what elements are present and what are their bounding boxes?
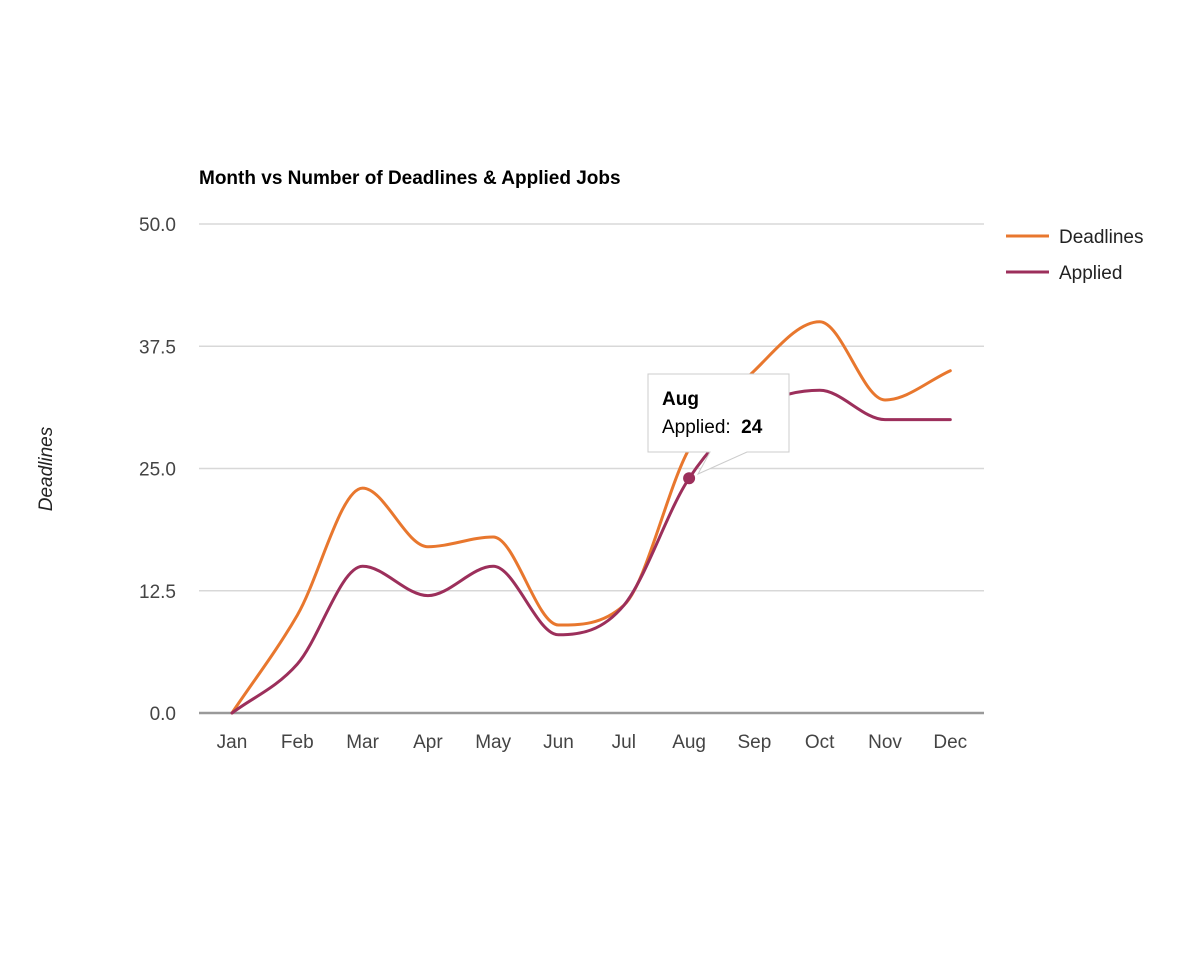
x-tick-label: Mar	[346, 732, 379, 753]
x-tick-label: Apr	[413, 732, 443, 753]
tooltip-value: 24	[741, 417, 763, 438]
legend-label-deadlines[interactable]: Deadlines	[1059, 227, 1144, 248]
series-line-deadlines[interactable]	[230, 320, 952, 715]
x-tick-label: Jul	[612, 732, 636, 753]
y-axis-ticks: 0.0 12.5 25.0 37.5 50.0	[139, 215, 176, 725]
y-axis-title: Deadlines	[36, 426, 57, 511]
y-tick-label: 37.5	[139, 337, 176, 358]
legend[interactable]: Deadlines Applied	[1006, 227, 1144, 284]
gridlines	[199, 223, 984, 715]
y-tick-label: 12.5	[139, 582, 176, 603]
series-line-applied[interactable]	[230, 388, 952, 715]
tooltip-box	[647, 373, 790, 476]
series-lines	[230, 320, 952, 715]
x-tick-label: Jan	[217, 732, 248, 753]
y-tick-label: 25.0	[139, 460, 176, 481]
tooltip-line: Applied: 24	[662, 417, 763, 438]
legend-label-applied[interactable]: Applied	[1059, 263, 1122, 284]
x-tick-label: Sep	[737, 732, 771, 753]
highlighted-point[interactable]	[683, 472, 696, 485]
x-tick-label: Jun	[543, 732, 574, 753]
x-axis-ticks: Jan Feb Mar Apr May Jun Jul Aug Sep Oct Nov Dec	[217, 732, 968, 753]
y-tick-label: 0.0	[150, 704, 176, 725]
x-tick-label: Aug	[672, 732, 706, 753]
x-tick-label: Nov	[868, 732, 902, 753]
tooltip-category: Aug	[662, 389, 699, 410]
x-tick-label: May	[475, 732, 511, 753]
x-tick-label: Dec	[933, 732, 967, 753]
x-tick-label: Feb	[281, 732, 314, 753]
tooltip-series-label: Applied:	[662, 417, 731, 438]
chart-title: Month vs Number of Deadlines & Applied J…	[199, 168, 621, 189]
x-tick-label: Oct	[805, 732, 835, 753]
y-tick-label: 50.0	[139, 215, 176, 236]
tooltip: Aug Applied: 24	[647, 373, 790, 476]
